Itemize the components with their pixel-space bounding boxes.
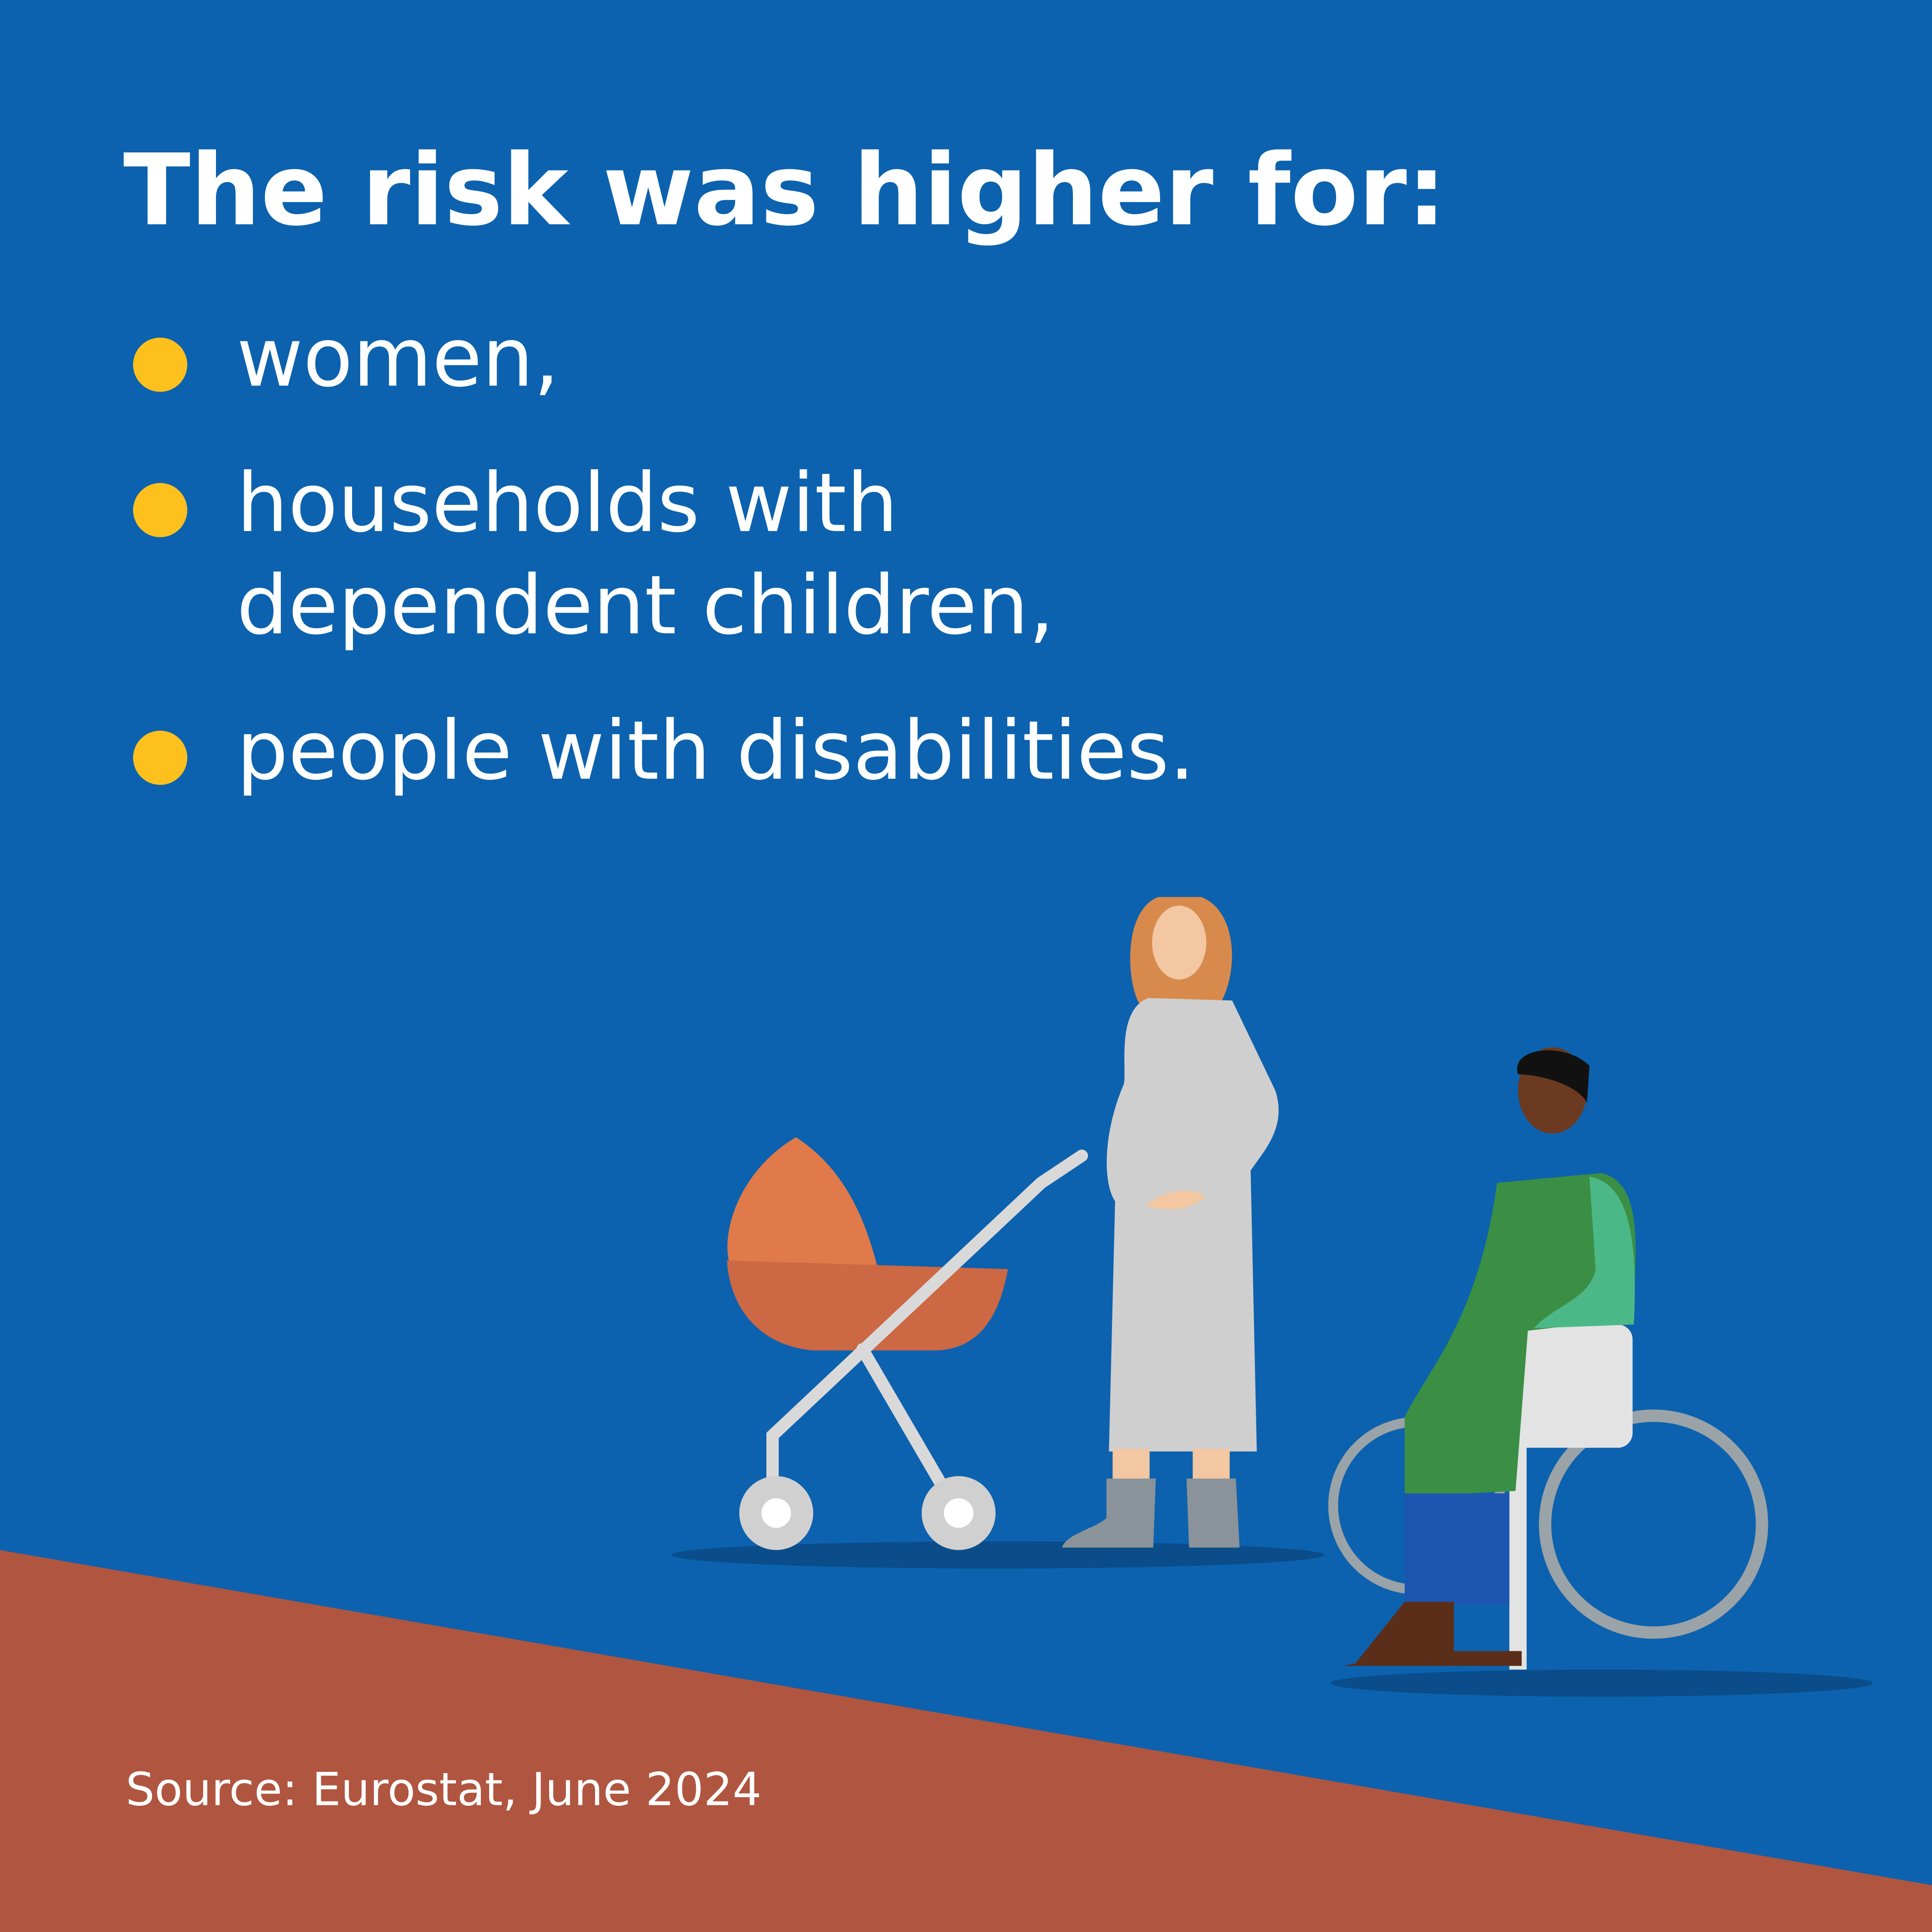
shirt [1404,1173,1636,1497]
seat [1509,1324,1633,1448]
boot [1186,1478,1240,1548]
bullet-text: households with [237,456,898,550]
wheel-hub [761,1498,791,1528]
shadow [671,1541,1325,1569]
hand [1146,1191,1205,1210]
source: Source: Eurostat, June 2024 [126,1763,762,1816]
face [1152,905,1206,980]
boot [1062,1478,1156,1548]
feet [1343,1601,1522,1666]
bullet-text: dependent children, [237,558,1054,653]
stroller-hood [727,1137,878,1267]
leg [1193,1449,1230,1484]
bullet-text: people with disabilities. [237,703,1195,798]
wheelchair-illustration [1328,1047,1768,1670]
shadow [1331,1669,1873,1697]
woman-illustration [1062,897,1279,1548]
hair [1517,1050,1590,1103]
trousers [1404,1493,1510,1604]
bullet-dot [133,483,188,538]
bullet-text: women, [237,310,559,405]
wheel-hub [944,1498,974,1528]
bullet-dot [133,337,188,392]
big-wheel [1539,1410,1768,1639]
title: The risk was higher for: [123,133,1446,248]
stroller-frame [766,1149,1088,1507]
leg [1112,1449,1150,1484]
bullet-dot [133,730,188,785]
dress [1106,998,1279,1452]
stroller-illustration [727,1137,1088,1550]
sleeve [1534,1176,1635,1328]
ground [0,1550,1932,1932]
